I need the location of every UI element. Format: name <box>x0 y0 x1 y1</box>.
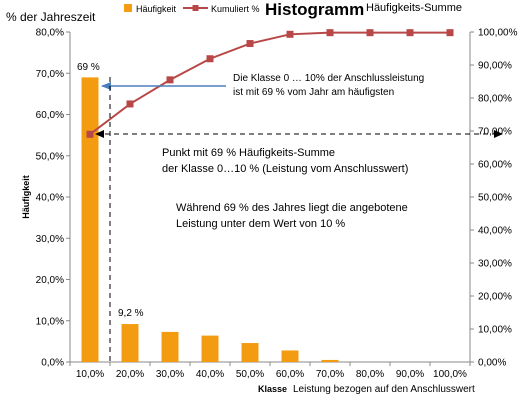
cumulative-point <box>286 30 294 38</box>
x-axis-title-bold: Klasse <box>258 384 287 394</box>
bar <box>121 324 139 362</box>
right-tick-label: 50,00% <box>478 193 512 204</box>
left-tick-label: 0,0% <box>41 358 64 369</box>
legend: Häufigkeit Kumuliert % <box>124 4 260 14</box>
x-tick-label: 60,0% <box>276 369 304 380</box>
right-tick-label: 0,00% <box>478 358 506 369</box>
legend-label-line: Kumuliert % <box>211 4 260 14</box>
cumulative-point <box>366 29 374 37</box>
right-tick-label: 40,00% <box>478 226 512 237</box>
x-tick-label: 30,0% <box>156 369 184 380</box>
data-label-bar-1: 69 % <box>77 62 100 73</box>
right-tick-label: 80,00% <box>478 94 512 105</box>
bar <box>281 350 299 362</box>
right-tick-label: 60,00% <box>478 160 512 171</box>
cumulative-point <box>86 130 94 138</box>
x-tick-label: 50,0% <box>236 369 264 380</box>
cumulative-point <box>206 55 214 63</box>
data-label-bar-2: 9,2 % <box>118 308 144 319</box>
legend-swatch-bars <box>124 4 132 12</box>
annotation-class-line1: Die Klasse 0 … 10% der Anschlussleistung <box>233 73 424 84</box>
cumulative-point <box>406 29 414 37</box>
right-tick-label: 20,00% <box>478 292 512 303</box>
annotation-class-line2: ist mit 69 % vom Jahr am häufigsten <box>233 87 394 98</box>
cumulative-point <box>246 40 254 48</box>
left-tick-label: 10,0% <box>36 316 64 327</box>
bar <box>161 331 179 362</box>
x-tick-label: 20,0% <box>116 369 144 380</box>
right-tick-label: 10,00% <box>478 325 512 336</box>
axes: 0,0% 10,0% 20,0% 30,0% 40,0% 50,0% 60,0% 70,0% 8… <box>36 28 518 381</box>
left-tick-label: 60,0% <box>36 110 64 121</box>
y-axis-title: Häufigkeit <box>21 175 31 219</box>
x-tick-label: 70,0% <box>316 369 344 380</box>
x-tick-label: 10,0% <box>76 369 104 380</box>
left-tick-label: 50,0% <box>36 151 64 162</box>
right-tick-label: 30,00% <box>478 259 512 270</box>
x-tick-label: 90,0% <box>396 369 424 380</box>
chart-subtitle: Häufigkeits-Summe <box>366 2 462 14</box>
cumulative-point <box>166 76 174 84</box>
bar <box>321 359 339 362</box>
x-tick-label: 100,0% <box>433 369 467 380</box>
cumulative-point <box>326 29 334 37</box>
annotation-point-line2: der Klasse 0…10 % (Leistung vom Anschlus… <box>162 163 408 175</box>
bar <box>81 77 99 362</box>
annotation-note-line2: Leistung unter dem Wert von 10 % <box>176 218 345 230</box>
right-tick-label: 90,00% <box>478 61 512 72</box>
left-tick-label: 80,0% <box>36 28 64 39</box>
annotation-note-line1: Während 69 % des Jahres liegt die angebo… <box>176 202 408 214</box>
right-tick-label: 100,00% <box>478 28 518 39</box>
cumulative-point <box>446 29 454 37</box>
left-axis-title: % der Jahreszeit <box>6 10 96 24</box>
cumulative-line <box>86 29 454 138</box>
left-tick-label: 20,0% <box>36 275 64 286</box>
cumulative-polyline <box>89 31 450 136</box>
left-tick-label: 30,0% <box>36 234 64 245</box>
x-axis-title: Leistung bezogen auf den Anschlusswert <box>293 384 475 395</box>
bars <box>81 77 339 362</box>
legend-swatch-marker <box>192 5 199 11</box>
left-tick-label: 70,0% <box>36 69 64 80</box>
legend-label-bars: Häufigkeit <box>136 4 177 14</box>
bar <box>241 343 259 362</box>
annotation-point-line1: Punkt mit 69 % Häufigkeits-Summe <box>162 147 335 159</box>
left-tick-label: 40,0% <box>36 193 64 204</box>
cumulative-point <box>126 100 134 108</box>
x-tick-label: 80,0% <box>356 369 384 380</box>
chart-title: Histogramm <box>265 0 364 19</box>
x-tick-label: 40,0% <box>196 369 224 380</box>
bar <box>201 335 219 362</box>
right-tick-label: 70,00% <box>478 127 512 138</box>
